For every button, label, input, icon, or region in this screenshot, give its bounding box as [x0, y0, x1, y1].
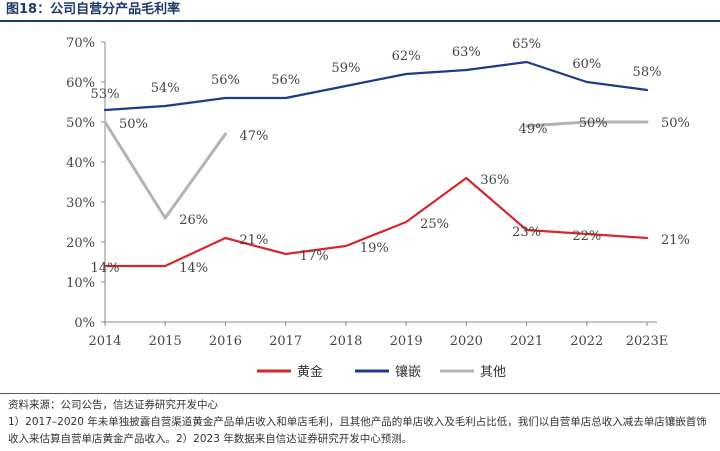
data-label: 26% — [179, 213, 208, 228]
series-line-0 — [103, 176, 649, 268]
data-label: 36% — [480, 173, 509, 188]
title-divider — [0, 20, 720, 22]
legend-label: 镶嵌 — [395, 364, 421, 380]
data-label: 63% — [452, 45, 481, 60]
data-label: 58% — [633, 65, 662, 80]
legend-label: 黄金 — [297, 364, 323, 380]
data-label: 14% — [179, 261, 208, 276]
data-label: 14% — [91, 261, 120, 276]
data-label: 21% — [239, 233, 268, 248]
y-tick-label: 70% — [66, 36, 95, 51]
legend-label: 其他 — [480, 365, 506, 380]
y-tick-label: 60% — [66, 76, 95, 91]
x-tick-label: 2017 — [269, 334, 302, 349]
data-label: 23% — [512, 225, 541, 240]
x-tick-label: 2021 — [510, 334, 543, 349]
data-label: 50% — [119, 117, 148, 132]
y-tick-label: 0% — [74, 316, 95, 331]
x-tick-label: 2020 — [450, 334, 483, 349]
x-tick-label: 2018 — [329, 334, 362, 349]
figure-title: 图18：公司自营分产品毛利率 — [6, 2, 181, 17]
y-tick-label: 10% — [66, 276, 95, 291]
chart-legend: 黄金 镶嵌 其他 — [257, 364, 506, 380]
x-tick-label: 2022 — [570, 334, 603, 349]
data-label: 56% — [211, 73, 240, 88]
data-label: 65% — [512, 37, 541, 52]
chart-axes: 0% 10% 20% 30% 40% 50% 60% 70% 2014 2015 2016 2017 2… — [66, 36, 668, 349]
y-tick-label: 30% — [66, 196, 95, 211]
data-label: 21% — [661, 233, 690, 248]
y-tick-label: 50% — [66, 116, 95, 131]
data-label: 49% — [519, 122, 548, 137]
y-tick-label: 20% — [66, 236, 95, 251]
x-tick-label: 2015 — [149, 334, 182, 349]
x-tick-label: 2019 — [390, 334, 423, 349]
series-line-2 — [525, 120, 649, 128]
footer-divider — [0, 393, 720, 394]
y-tick-label: 40% — [66, 156, 95, 171]
data-label: 54% — [151, 81, 180, 96]
data-label: 50% — [661, 116, 690, 131]
footnote: 1）2017–2020 年未单独披露自营渠道黄金产品单店收入和单店毛利，且其他产… — [8, 416, 707, 445]
data-label: 53% — [91, 87, 120, 102]
data-label: 62% — [392, 49, 421, 64]
data-label: 59% — [331, 61, 360, 76]
data-label: 60% — [572, 57, 601, 72]
chart-series-lines — [103, 60, 649, 268]
x-tick-label: 2014 — [88, 334, 121, 349]
data-label: 19% — [360, 241, 389, 256]
data-label: 50% — [579, 116, 608, 131]
series-line-2 — [103, 120, 227, 220]
data-label: 56% — [271, 73, 300, 88]
x-tick-label: 2016 — [209, 334, 242, 349]
chart-data-labels: 14% 14% 21% 17% 19% 25% 36% 23% 22% 21% 53% 54% 56% 5… — [91, 37, 690, 276]
data-label: 22% — [572, 229, 601, 244]
source-note: 资料来源：公司公告，信达证券研究开发中心 — [8, 399, 218, 411]
x-tick-label: 2023E — [626, 334, 669, 349]
data-label: 47% — [239, 129, 268, 144]
series-line-1 — [103, 60, 649, 112]
gross-margin-line-chart: 0% 10% 20% 30% 40% 50% 60% 70% 2014 2015 2016 2017 2… — [66, 36, 690, 380]
data-label: 17% — [300, 249, 329, 264]
data-label: 25% — [420, 217, 449, 232]
